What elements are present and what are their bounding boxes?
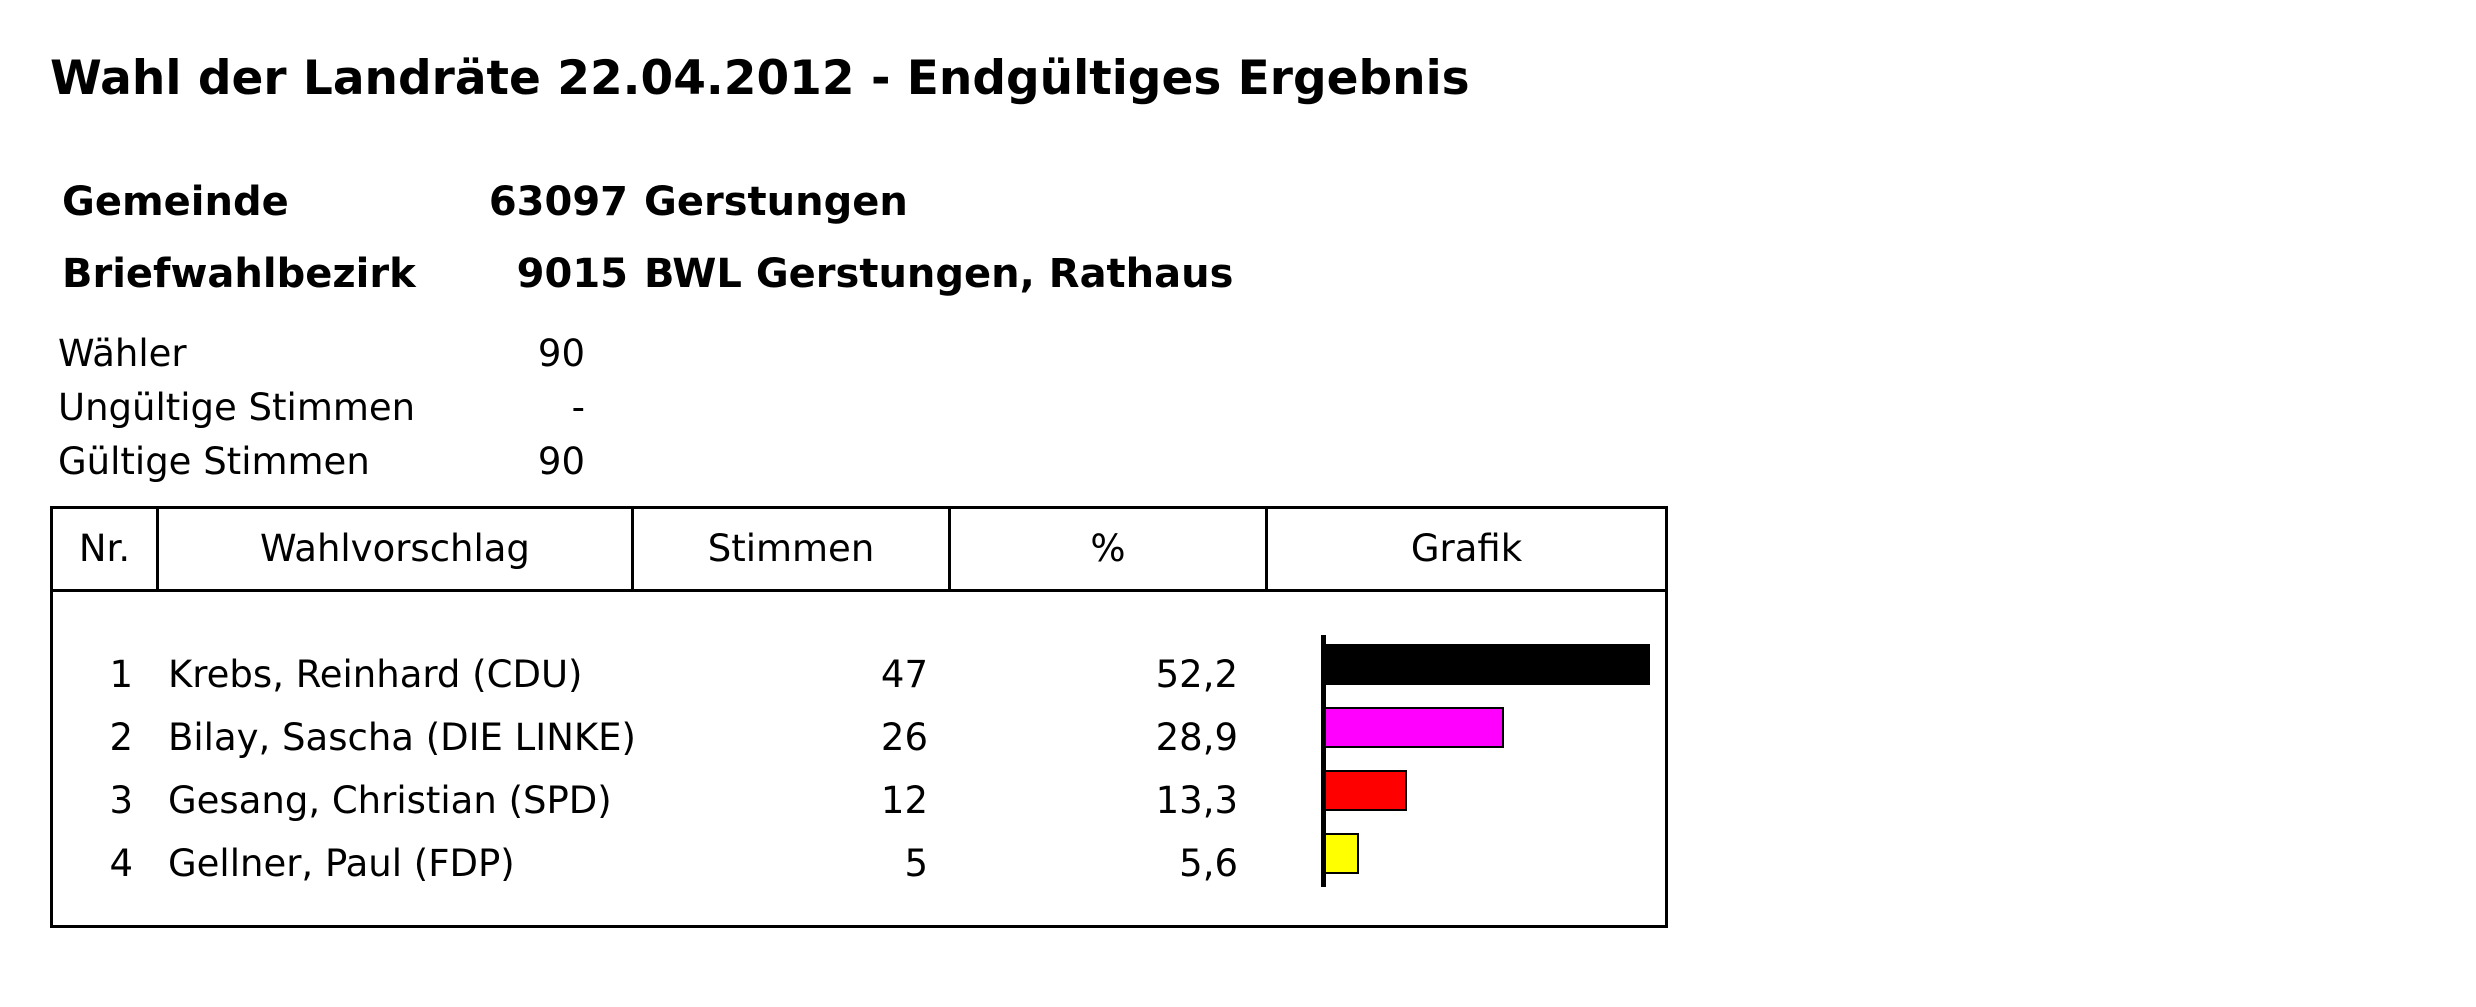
result-bar: [1324, 644, 1650, 685]
table-row: 4 Gellner, Paul (FDP) 5 5,6: [53, 832, 1665, 895]
page-title: Wahl der Landräte 22.04.2012 - Endgültig…: [50, 51, 1470, 106]
bezirk-code: 9015: [516, 251, 628, 297]
header-nr: Nr.: [53, 509, 159, 589]
row-nr: 2: [109, 716, 133, 759]
ungueltig-value: -: [571, 386, 585, 429]
table-header: Nr. Wahlvorschlag Stimmen % Grafik: [53, 509, 1665, 592]
row-nr: 4: [109, 842, 133, 885]
result-bar: [1324, 770, 1407, 811]
waehler-label: Wähler: [58, 332, 187, 375]
bezirk-label: Briefwahlbezirk: [62, 251, 416, 297]
gueltig-label: Gültige Stimmen: [58, 440, 370, 483]
row-votes: 47: [880, 653, 928, 696]
bezirk-name: BWL Gerstungen, Rathaus: [644, 251, 1234, 297]
row-votes: 12: [880, 779, 928, 822]
results-table: Nr. Wahlvorschlag Stimmen % Grafik 1 Kre…: [50, 506, 1668, 928]
header-grafik: Grafik: [1410, 527, 1523, 570]
table-row: 3 Gesang, Christian (SPD) 12 13,3: [53, 769, 1665, 832]
ungueltig-label: Ungültige Stimmen: [58, 386, 416, 429]
header-stimmen: Stimmen: [634, 509, 951, 589]
row-percent: 28,9: [1155, 716, 1238, 759]
row-candidate: Bilay, Sascha (DIE LINKE): [168, 716, 636, 759]
row-candidate: Gesang, Christian (SPD): [168, 779, 612, 822]
table-row: 2 Bilay, Sascha (DIE LINKE) 26 28,9: [53, 706, 1665, 769]
gemeinde-name: Gerstungen: [644, 179, 908, 225]
result-bar: [1324, 833, 1359, 874]
row-nr: 3: [109, 779, 133, 822]
row-votes: 26: [880, 716, 928, 759]
waehler-value: 90: [537, 332, 585, 375]
row-votes: 5: [904, 842, 928, 885]
result-bar: [1324, 707, 1504, 748]
row-candidate: Gellner, Paul (FDP): [168, 842, 515, 885]
row-nr: 1: [109, 653, 133, 696]
row-percent: 52,2: [1155, 653, 1238, 696]
row-percent: 5,6: [1179, 842, 1238, 885]
bar-axis: [1321, 635, 1326, 887]
gemeinde-label: Gemeinde: [62, 179, 289, 225]
gueltig-value: 90: [537, 440, 585, 483]
row-percent: 13,3: [1155, 779, 1238, 822]
header-wahlvorschlag: Wahlvorschlag: [159, 509, 634, 589]
header-percent: %: [951, 509, 1268, 589]
row-candidate: Krebs, Reinhard (CDU): [168, 653, 583, 696]
table-row: 1 Krebs, Reinhard (CDU) 47 52,2: [53, 643, 1665, 706]
gemeinde-code: 63097: [488, 179, 628, 225]
